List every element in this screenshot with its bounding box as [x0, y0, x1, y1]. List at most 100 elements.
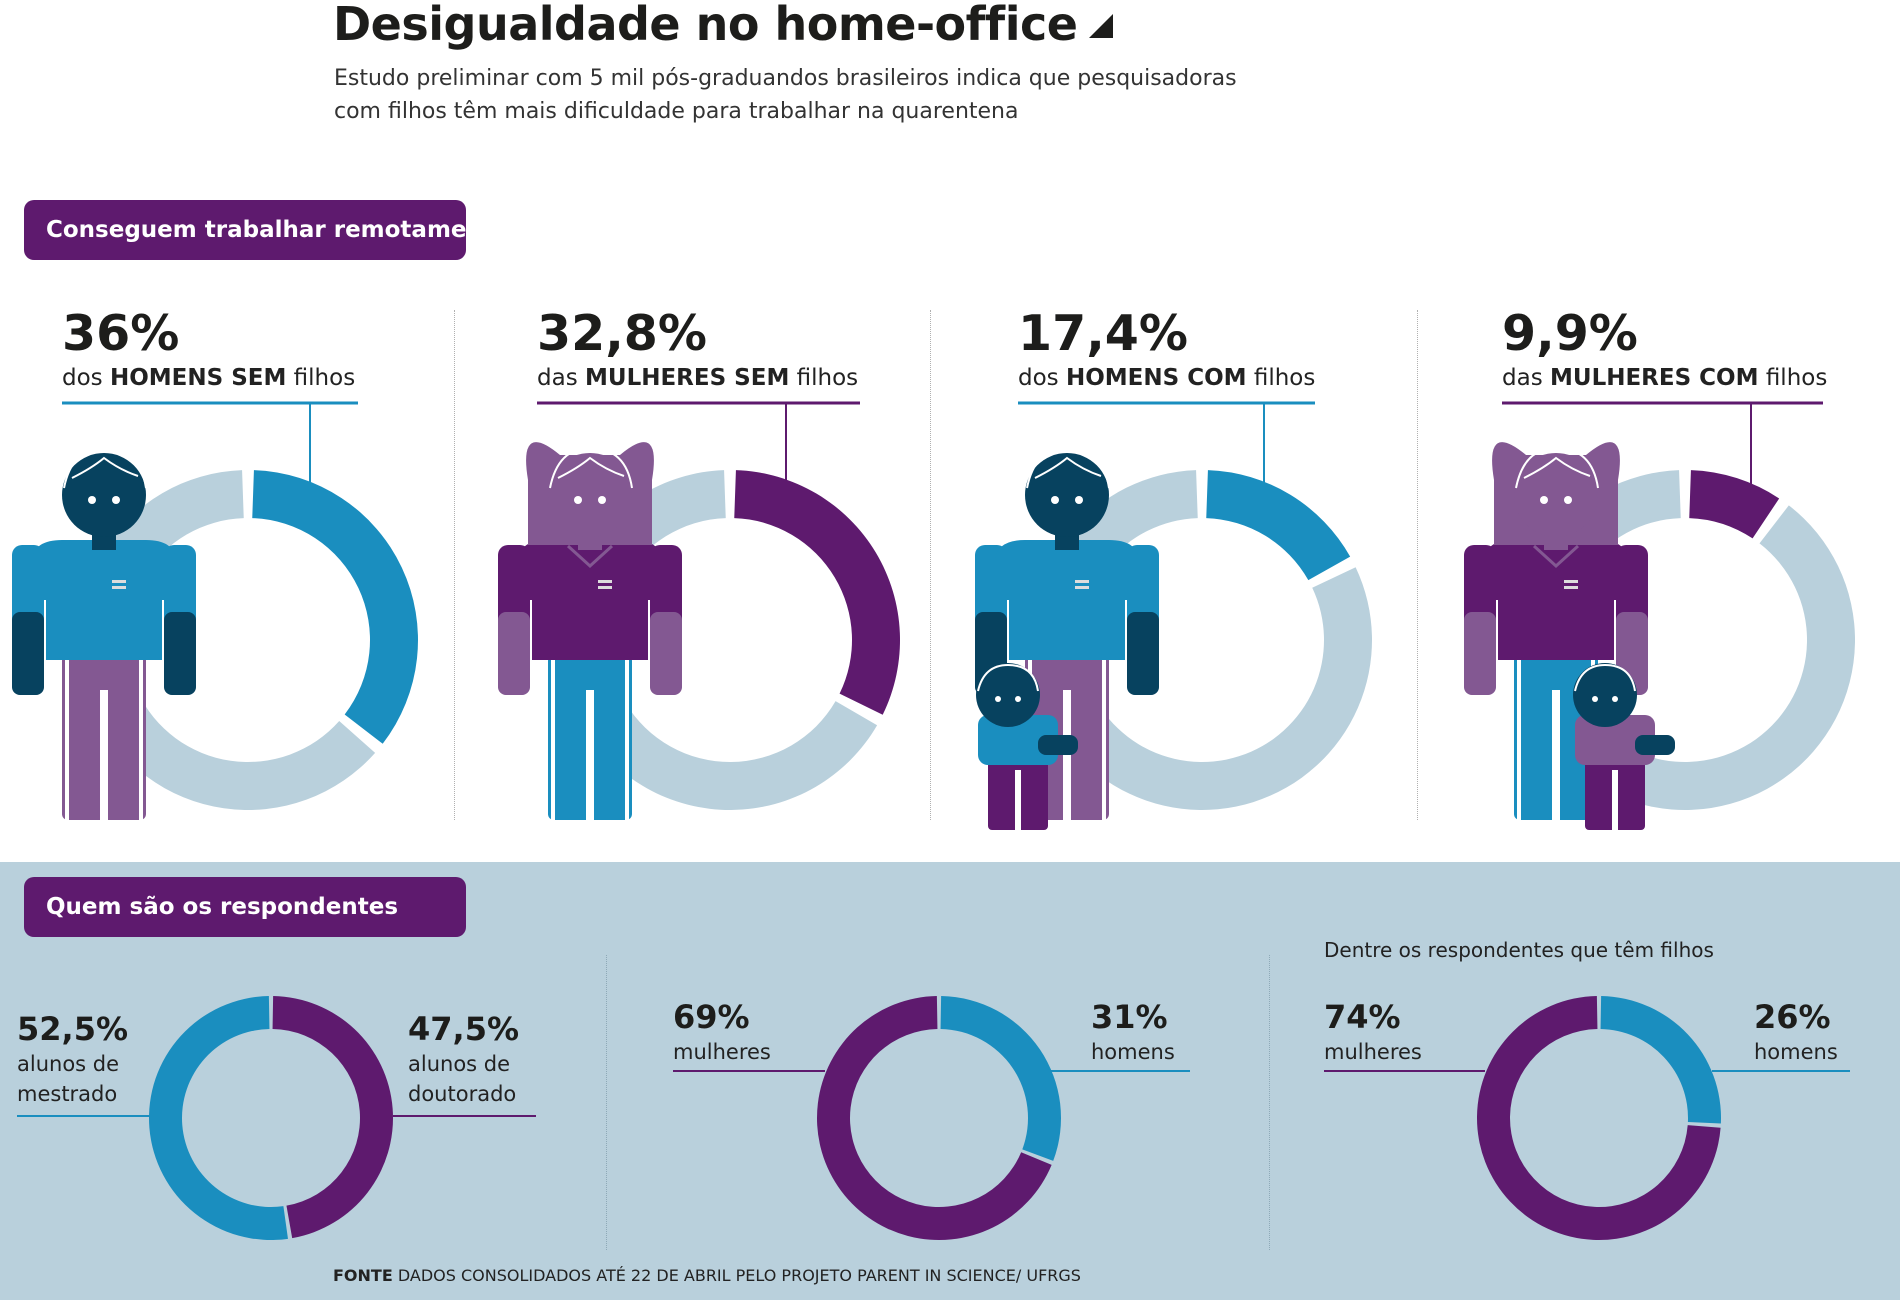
panel-1-suffix: filhos — [293, 365, 356, 391]
pocket-mark — [1075, 580, 1089, 583]
panel-3-group: HOMENS COM — [1065, 365, 1247, 391]
degree-doctorate-label-line1: alunos de — [408, 1052, 511, 1076]
collar — [566, 544, 614, 569]
child-body — [978, 715, 1058, 765]
leg-gap — [1552, 690, 1560, 820]
respondents-donut-1-slice-b — [272, 996, 393, 1239]
section-label-respondents: Quem são os respondentes — [24, 877, 466, 937]
pant-stripe — [625, 655, 629, 820]
hair-line — [557, 456, 625, 479]
panel-2-prefix: das — [537, 365, 578, 391]
hair-line — [1523, 456, 1591, 479]
panel-1-value: 36% — [62, 305, 180, 362]
hair-line — [71, 456, 139, 479]
panel-2-suffix: filhos — [796, 365, 859, 391]
panel-2-value: 32,8% — [537, 305, 707, 362]
child-leg-gap — [1612, 770, 1618, 830]
gender-men-label: homens — [1091, 1040, 1175, 1064]
source-credit: FONTE DADOS CONSOLIDADOS ATÉ 22 DE ABRIL… — [333, 1266, 1081, 1285]
left-forearm — [498, 612, 530, 695]
panel-3-suffix: filhos — [1253, 365, 1316, 391]
pocket-mark — [1075, 586, 1089, 589]
child-hair-line — [977, 663, 1039, 692]
child-eye — [1015, 696, 1021, 702]
leg-gap — [586, 690, 594, 820]
leader-lines — [17, 401, 1850, 1117]
torso — [518, 540, 662, 660]
left-forearm — [1464, 612, 1496, 695]
degree-masters-label-line2: mestrado — [17, 1082, 118, 1106]
gender-women-label: mulheres — [673, 1040, 771, 1064]
parents-men-value: 26% — [1754, 998, 1831, 1036]
panel-4-suffix: filhos — [1765, 365, 1828, 391]
eye — [1540, 496, 1548, 504]
eye — [88, 496, 96, 504]
gender-women-value: 69% — [673, 998, 750, 1036]
respondents-donut-1-slice-a — [149, 996, 288, 1240]
collar — [1532, 544, 1580, 569]
hair-line — [1034, 456, 1102, 479]
eye — [598, 496, 606, 504]
pocket-mark — [1564, 580, 1578, 583]
respondents-divider — [606, 955, 607, 1250]
source-label: FONTE — [333, 1266, 393, 1285]
panel-1-caption: dos HOMENS SEM filhos — [62, 363, 355, 393]
pocket-mark — [598, 580, 612, 583]
respondents-donut-2-slice-b — [940, 996, 1061, 1161]
eye — [1564, 496, 1572, 504]
gender-men-value: 31% — [1091, 998, 1168, 1036]
panel-4-prefix: das — [1502, 365, 1543, 391]
parents-women-value: 74% — [1324, 998, 1401, 1036]
pant-stripe — [1517, 655, 1521, 820]
degree-doctorate-label-line2: doutorado — [408, 1082, 517, 1106]
panel-divider — [454, 310, 455, 820]
donut-3-share-arc — [1206, 470, 1351, 581]
donut-1-share-arc — [252, 470, 418, 744]
hair-line — [1026, 446, 1110, 489]
panel-divider — [1417, 310, 1418, 820]
head — [548, 453, 632, 537]
section-label-remote-work: Conseguem trabalhar remotamente — [24, 200, 509, 260]
man-figure-no-children — [12, 446, 196, 820]
source-text: DADOS CONSOLIDADOS ATÉ 22 DE ABRIL PELO … — [397, 1266, 1081, 1285]
hair-line — [63, 446, 147, 489]
woman-figure-no-children — [498, 442, 682, 820]
donut-4-share-arc — [1689, 470, 1780, 539]
pant-stripe — [139, 655, 143, 820]
page-title: Desigualdade no home-office — [333, 0, 1114, 54]
torso — [32, 540, 176, 660]
respondents-divider — [1269, 955, 1270, 1250]
pocket-mark — [598, 586, 612, 589]
eye — [574, 496, 582, 504]
child-figure-with-mother — [1573, 663, 1675, 830]
right-forearm — [164, 612, 196, 695]
head — [1514, 453, 1598, 537]
title-text: Desigualdade no home-office — [333, 0, 1078, 51]
corner-triangle-icon — [1089, 14, 1114, 38]
pant-stripe — [65, 655, 69, 820]
eye — [112, 496, 120, 504]
pocket-mark — [112, 586, 126, 589]
child-head — [976, 663, 1040, 727]
child-arm — [1038, 735, 1078, 755]
torso — [995, 540, 1139, 660]
torso — [1484, 540, 1628, 660]
right-forearm — [650, 612, 682, 695]
panel-4-group: MULHERES COM — [1550, 365, 1759, 391]
woman-figure-with-children — [1464, 442, 1648, 820]
child-leg-gap — [1015, 770, 1021, 830]
respondents-donut-3-slice-b — [1600, 996, 1721, 1124]
parents-women-label: mulheres — [1324, 1040, 1422, 1064]
panel-1-group: HOMENS SEM — [109, 365, 287, 391]
panel-3-value: 17,4% — [1018, 305, 1188, 362]
pant-stripe — [1102, 655, 1106, 820]
pocket-mark — [112, 580, 126, 583]
degree-masters-value: 52,5% — [17, 1010, 129, 1048]
panel-4-caption: das MULHERES COM filhos — [1502, 363, 1827, 393]
child-hair-line — [1574, 663, 1636, 692]
pant-stripe — [551, 655, 555, 820]
parents-men-label: homens — [1754, 1040, 1838, 1064]
panel-2-caption: das MULHERES SEM filhos — [537, 363, 858, 393]
child-body — [1575, 715, 1655, 765]
